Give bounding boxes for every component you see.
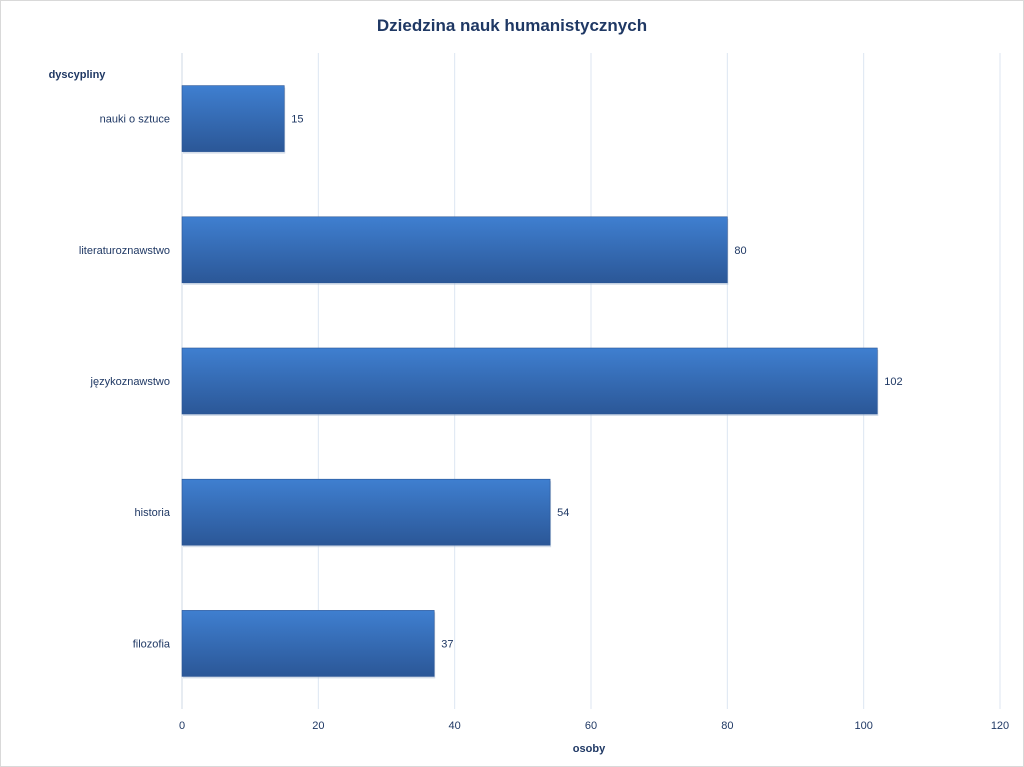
x-tick-label: 60 xyxy=(585,720,597,732)
x-tick-label: 20 xyxy=(312,720,324,732)
bar xyxy=(181,347,878,415)
category-label: nauki o sztuce xyxy=(100,114,170,126)
y-axis-title: dyscypliny xyxy=(49,69,107,81)
bar xyxy=(181,216,728,284)
category-label: językoznawstwo xyxy=(90,376,170,388)
data-label: 80 xyxy=(734,245,746,257)
bar xyxy=(181,610,435,677)
data-label: 102 xyxy=(884,376,902,388)
labels: 0 20 40 60 80 100 120 nauki o sztuce 15 literatur… xyxy=(79,114,1009,732)
data-label: 37 xyxy=(441,638,453,650)
category-label: literaturoznawstwo xyxy=(79,245,170,257)
x-axis-title: osoby xyxy=(573,743,606,755)
x-tick-label: 40 xyxy=(449,720,461,732)
x-tick-label: 100 xyxy=(854,720,872,732)
bars xyxy=(181,85,879,679)
category-label: filozofia xyxy=(133,638,171,650)
x-tick-label: 120 xyxy=(991,720,1009,732)
bar xyxy=(181,85,285,152)
x-tick-label: 80 xyxy=(721,720,733,732)
category-label: historia xyxy=(135,507,171,519)
x-tick-label: 0 xyxy=(179,720,185,732)
bar xyxy=(181,478,551,546)
data-label: 15 xyxy=(291,114,303,126)
data-label: 54 xyxy=(557,507,569,519)
chart-title: Dziedzina nauk humanistycznych xyxy=(377,16,647,35)
